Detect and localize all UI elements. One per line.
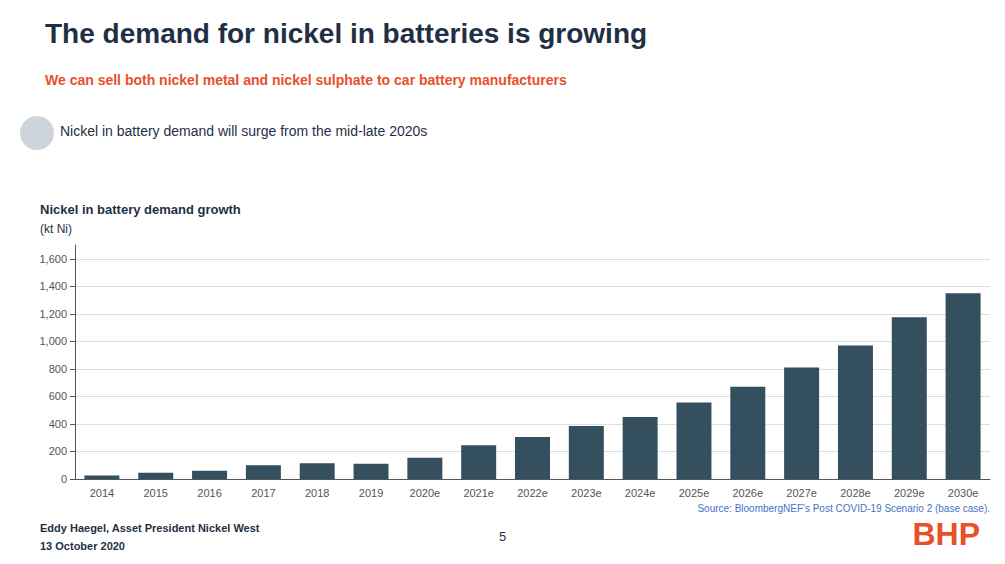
svg-text:2016: 2016 [197,487,221,499]
svg-text:800: 800 [49,363,67,375]
svg-text:200: 200 [49,445,67,457]
svg-text:2021e: 2021e [463,487,494,499]
svg-text:2025e: 2025e [679,487,710,499]
svg-text:2026e: 2026e [732,487,763,499]
svg-text:Nickel in battery demand will: Nickel in battery demand will surge from… [60,123,427,139]
svg-text:2015: 2015 [143,487,167,499]
svg-text:2020e: 2020e [410,487,441,499]
svg-text:We can sell both nickel metal: We can sell both nickel metal and nickel… [45,72,567,88]
svg-text:2027e: 2027e [786,487,817,499]
svg-text:2024e: 2024e [625,487,656,499]
svg-text:Eddy Haegel, Asset President N: Eddy Haegel, Asset President Nickel West [40,522,260,534]
svg-text:2017: 2017 [251,487,275,499]
svg-text:BHP: BHP [912,516,980,552]
svg-text:0: 0 [61,473,67,485]
svg-text:2018: 2018 [305,487,329,499]
svg-text:2030e: 2030e [948,487,979,499]
svg-text:2014: 2014 [90,487,114,499]
svg-text:2019: 2019 [359,487,383,499]
svg-text:600: 600 [49,390,67,402]
svg-text:1,400: 1,400 [39,280,67,292]
svg-text:5: 5 [499,529,506,544]
svg-text:1,000: 1,000 [39,335,67,347]
svg-text:2028e: 2028e [840,487,871,499]
svg-text:2023e: 2023e [571,487,602,499]
svg-text:1,600: 1,600 [39,253,67,265]
svg-text:1,200: 1,200 [39,308,67,320]
svg-text:Nickel in battery demand growt: Nickel in battery demand growth [40,202,241,217]
svg-text:2029e: 2029e [894,487,925,499]
svg-text:13 October 2020: 13 October 2020 [40,540,125,552]
svg-text:The demand for nickel in batte: The demand for nickel in batteries is gr… [45,18,647,49]
svg-text:2022e: 2022e [517,487,548,499]
svg-text:(kt Ni): (kt Ni) [40,222,72,236]
svg-text:400: 400 [49,418,67,430]
svg-text:Source: BloombergNEF's Post CO: Source: BloombergNEF's Post COVID-19 Sce… [697,503,990,514]
